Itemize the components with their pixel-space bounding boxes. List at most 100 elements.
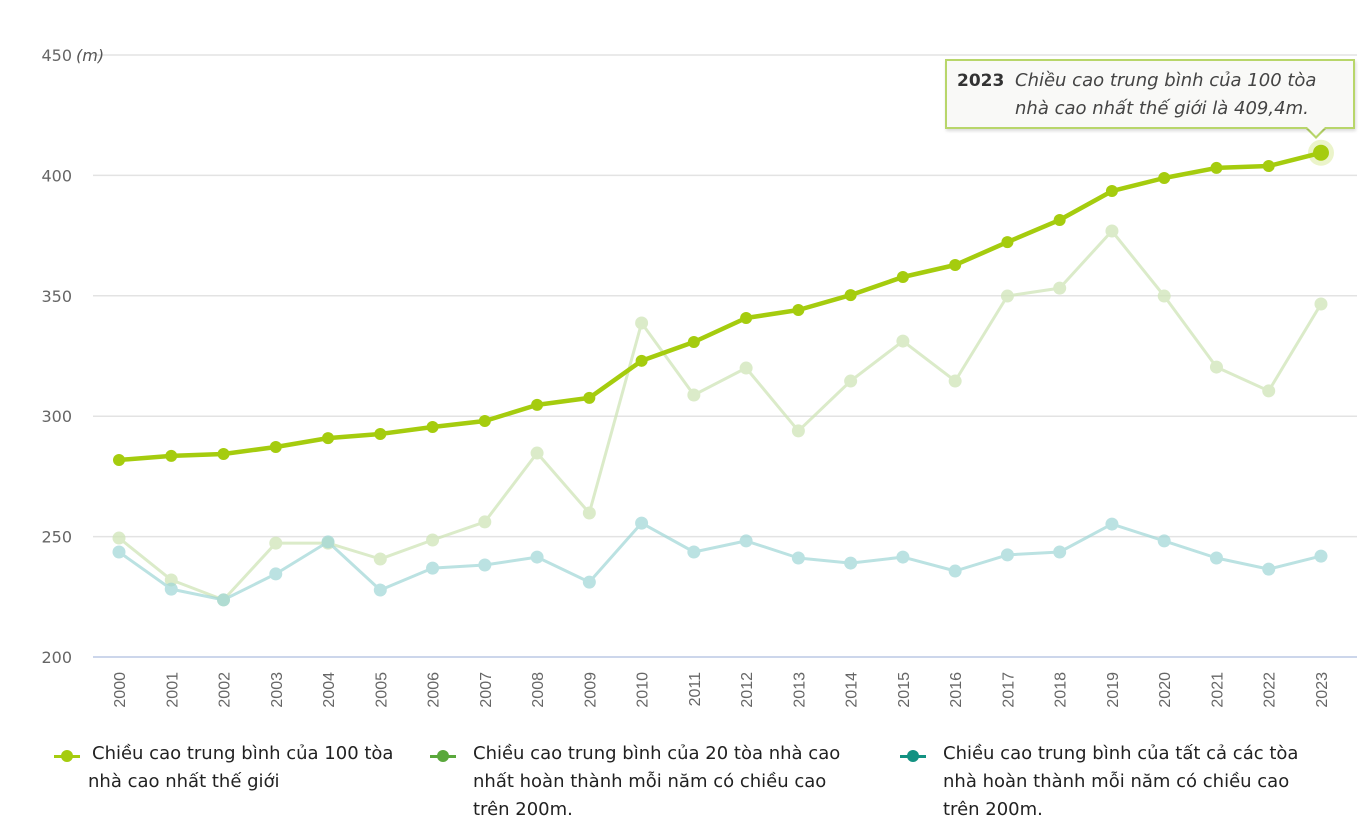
data-point[interactable] (217, 593, 231, 607)
data-point[interactable] (1053, 545, 1067, 559)
legend-label-line2: nhà cao nhất thế giới (88, 771, 280, 792)
data-point[interactable] (1314, 549, 1328, 563)
data-point[interactable] (740, 311, 753, 324)
x-tick-label: 2013 (791, 672, 808, 708)
x-tick-label: 2011 (687, 672, 704, 707)
x-tick-label: 2004 (321, 672, 338, 708)
data-point[interactable] (1157, 534, 1171, 548)
data-point[interactable] (1158, 172, 1171, 185)
data-point[interactable] (1157, 289, 1171, 303)
data-point[interactable] (164, 582, 178, 596)
data-point[interactable] (896, 550, 910, 564)
data-point[interactable] (1262, 384, 1276, 398)
legend-item-top20[interactable]: Chiều cao trung bình của 20 tòa nhà cao … (430, 740, 840, 824)
data-point[interactable] (426, 421, 439, 434)
data-point[interactable] (478, 415, 491, 428)
legend-dot (907, 750, 919, 762)
data-point[interactable] (426, 533, 440, 547)
data-point[interactable] (739, 534, 753, 548)
data-point[interactable] (1000, 548, 1014, 562)
legend-label-line3: trên 200m. (473, 799, 573, 820)
data-point[interactable] (687, 336, 700, 349)
x-tick-label: 2020 (1157, 672, 1174, 708)
data-point[interactable] (374, 428, 387, 441)
legend-dot (61, 750, 73, 762)
x-tick-label: 2009 (582, 672, 599, 708)
x-tick-label: 2014 (844, 672, 861, 708)
data-point[interactable] (1053, 213, 1066, 226)
data-point[interactable] (1105, 224, 1119, 238)
data-point[interactable] (1262, 160, 1275, 173)
data-point[interactable] (635, 516, 649, 530)
data-point[interactable] (583, 391, 596, 404)
data-point[interactable] (687, 388, 701, 402)
data-point[interactable] (1001, 236, 1014, 249)
data-point[interactable] (1262, 562, 1276, 576)
tooltip-text: Chiều cao trung bình của 100 tòa nhà cao… (1015, 67, 1316, 123)
x-tick-label: 2007 (478, 672, 495, 708)
data-point[interactable] (948, 564, 962, 578)
series-line (118, 229, 1323, 602)
tooltip-text-line2: nhà cao nhất thế giới là 409,4m. (1015, 98, 1309, 119)
legend-item-all200m[interactable]: Chiều cao trung bình của tất cả các tòa … (900, 740, 1298, 824)
data-point[interactable] (896, 334, 910, 348)
y-tick-label: 450 (41, 46, 72, 65)
legend-label-line2: nhà hoàn thành mỗi năm có chiều cao (943, 771, 1290, 792)
data-point[interactable] (1209, 360, 1223, 374)
data-point[interactable] (687, 545, 701, 559)
data-tooltip: 2023 Chiều cao trung bình của 100 tòa nh… (945, 59, 1355, 129)
data-point[interactable] (1053, 281, 1067, 295)
data-point[interactable] (426, 561, 440, 575)
data-point[interactable] (164, 573, 178, 587)
series-line (118, 521, 1322, 602)
data-point[interactable] (530, 550, 544, 564)
x-tick-label: 2000 (112, 672, 129, 708)
legend-marker-icon (54, 740, 80, 770)
data-point[interactable] (896, 271, 909, 284)
y-axis: 200 250 300 350 400 450 (41, 46, 72, 667)
data-point[interactable] (844, 374, 858, 388)
data-point[interactable] (269, 567, 283, 581)
data-point[interactable] (792, 304, 805, 317)
data-point[interactable] (844, 289, 857, 302)
data-point[interactable] (844, 556, 858, 570)
data-point[interactable] (373, 552, 387, 566)
tooltip-text-line1: Chiều cao trung bình của 100 tòa (1015, 70, 1317, 91)
data-point[interactable] (635, 354, 648, 367)
data-point[interactable] (1209, 551, 1223, 565)
data-point[interactable] (791, 551, 805, 565)
data-point[interactable] (478, 515, 492, 529)
data-point[interactable] (165, 449, 178, 462)
data-point[interactable] (322, 432, 335, 445)
data-point[interactable] (791, 424, 805, 438)
data-point[interactable] (217, 448, 230, 461)
data-point[interactable] (321, 535, 335, 549)
legend-label-line1: Chiều cao trung bình của 100 tòa (92, 743, 394, 764)
data-point[interactable] (530, 446, 544, 460)
data-point[interactable] (1314, 297, 1328, 311)
data-point[interactable] (531, 398, 544, 411)
data-point[interactable] (582, 575, 596, 589)
data-point[interactable] (739, 361, 753, 375)
data-point[interactable] (1000, 289, 1014, 303)
legend-label: Chiều cao trung bình của 100 tòa nhà cao… (88, 740, 394, 796)
data-point[interactable] (949, 258, 962, 271)
data-point[interactable] (635, 316, 649, 330)
data-point[interactable] (269, 536, 283, 550)
x-tick-label: 2012 (739, 672, 756, 708)
data-point[interactable] (1105, 185, 1118, 198)
x-tick-label: 2003 (269, 672, 286, 708)
data-point[interactable] (582, 506, 596, 520)
data-point[interactable] (1312, 144, 1329, 161)
data-point[interactable] (112, 531, 126, 545)
data-point[interactable] (112, 545, 126, 559)
data-point[interactable] (1105, 517, 1119, 531)
data-point[interactable] (948, 374, 962, 388)
data-point[interactable] (1210, 161, 1223, 174)
data-point[interactable] (113, 454, 125, 467)
legend-item-top100[interactable]: Chiều cao trung bình của 100 tòa nhà cao… (54, 740, 393, 796)
data-point[interactable] (269, 441, 282, 454)
data-point[interactable] (478, 558, 492, 572)
grid-lines (93, 54, 1357, 658)
data-point[interactable] (373, 583, 387, 597)
